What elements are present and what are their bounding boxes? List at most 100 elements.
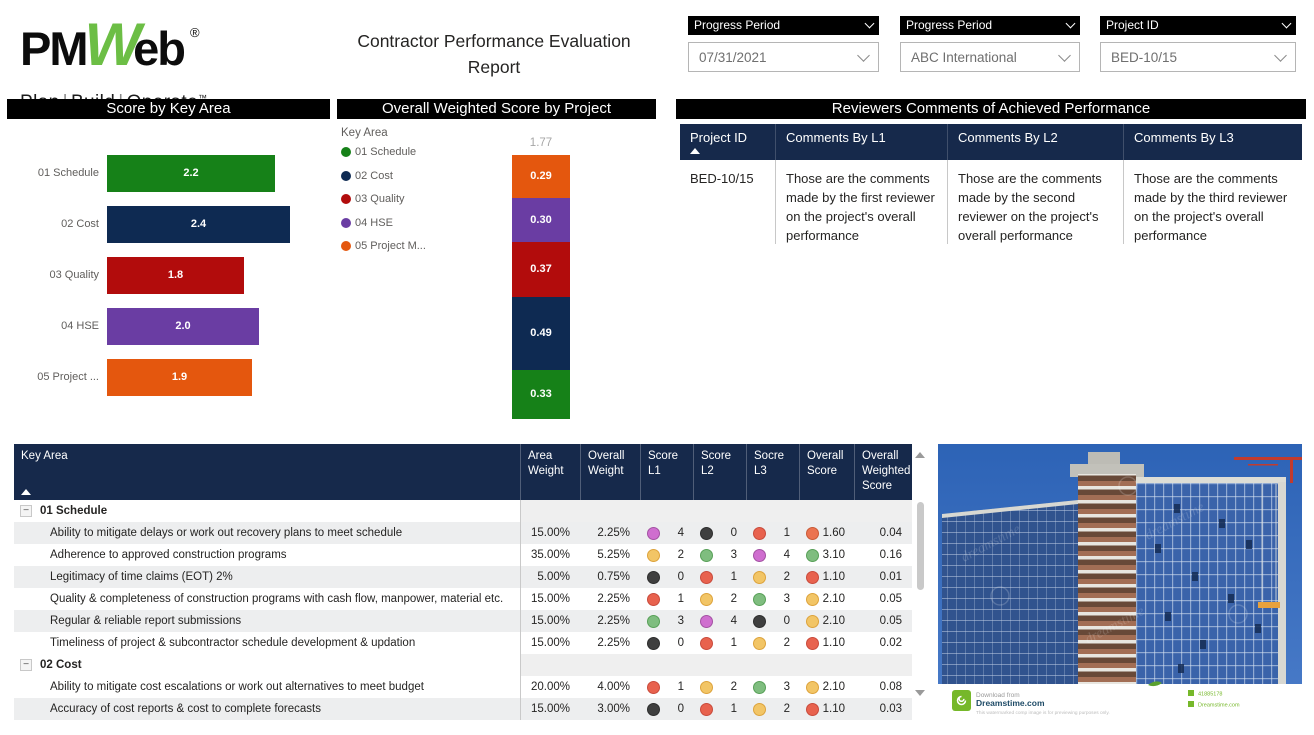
- overall-weighted-score-cell: 0.04: [879, 527, 902, 539]
- score-dot-red: [806, 636, 819, 650]
- score-value: 2: [677, 549, 684, 561]
- score-dot-purple: [753, 548, 766, 562]
- score-value: 2.10: [822, 615, 845, 627]
- bar-category-label: 05 Project ...: [37, 371, 99, 383]
- legend-title: Key Area: [341, 127, 388, 139]
- slicer-contractor-dropdown[interactable]: ABC International: [900, 42, 1080, 72]
- matrix-column-header-overall-score[interactable]: Overall Score: [799, 444, 854, 500]
- legend-dot-icon: [341, 217, 351, 228]
- overall-score-cell: 2.10: [799, 610, 854, 632]
- score-l3-cell: 2: [746, 632, 799, 654]
- overall-score-cell: 2.10: [799, 676, 854, 698]
- slicer-progress-period-dropdown[interactable]: 07/31/2021: [688, 42, 879, 72]
- slicer-contractor-header[interactable]: Progress Period: [900, 16, 1080, 35]
- stacked-segment-02-cost[interactable]: 0.49: [512, 297, 570, 370]
- bar-02-cost[interactable]: 2.4: [107, 206, 290, 243]
- matrix-column-header-area-weight[interactable]: Area Weight: [520, 444, 580, 500]
- legend-item-1[interactable]: 01 Schedule: [341, 146, 416, 158]
- score-l3-cell: 1: [746, 522, 799, 544]
- score-dot-black: [647, 636, 660, 650]
- legend-item-2[interactable]: 02 Cost: [341, 170, 393, 182]
- scroll-down-icon[interactable]: [915, 690, 925, 696]
- score-l1-cell: 1: [640, 676, 693, 698]
- matrix-column-header-score-l2[interactable]: Score L2: [693, 444, 746, 500]
- bar-category-label: 04 HSE: [61, 320, 99, 332]
- bar-03-quality[interactable]: 1.8: [107, 257, 244, 294]
- score-l1-cell: 0: [640, 698, 693, 720]
- collapse-minus-icon[interactable]: −: [20, 659, 32, 671]
- matrix-column-header-overall-weighted-score[interactable]: Overall Weighted Score: [854, 444, 912, 500]
- bar-category-label: 03 Quality: [49, 269, 99, 281]
- slicer-project-id-header[interactable]: Project ID: [1100, 16, 1296, 35]
- scroll-up-icon[interactable]: [915, 452, 925, 458]
- slicer-label: Progress Period: [694, 18, 781, 32]
- matrix-column-header-socre-l3[interactable]: Socre L3: [746, 444, 799, 500]
- score-value: 2: [783, 703, 790, 715]
- score-dot-black: [647, 570, 660, 584]
- score-l2-cell: 1: [693, 698, 746, 720]
- score-value: 1.10: [822, 703, 845, 715]
- score-l2-cell: 1: [693, 632, 746, 654]
- score-dot-black: [647, 702, 660, 716]
- key-area-cell: Legitimacy of time claims (EOT) 2%: [50, 571, 233, 583]
- overall-weight-cell: 5.25%: [597, 549, 630, 561]
- score-l3-cell: 2: [746, 698, 799, 720]
- legend-item-5[interactable]: 05 Project M...: [341, 240, 426, 252]
- logo-text-eb: eb: [133, 22, 186, 75]
- area-weight-cell: 15.00%: [520, 522, 580, 544]
- slicer-value: 07/31/2021: [699, 49, 767, 65]
- matrix-column-header-key-area[interactable]: Key Area: [14, 444, 520, 500]
- legend-label: 01 Schedule: [355, 146, 417, 158]
- slicer-value: BED-10/15: [1111, 49, 1178, 65]
- stacked-segment-01-schedule[interactable]: 0.33: [512, 370, 570, 419]
- score-l3-cell: 0: [746, 610, 799, 632]
- legend-item-4[interactable]: 04 HSE: [341, 217, 393, 229]
- stacked-segment-05-project-m-[interactable]: 0.29: [512, 155, 570, 198]
- overall-weighted-score-cell: 0.02: [879, 637, 902, 649]
- overall-weight-cell: 2.25%: [597, 637, 630, 649]
- construction-site-photo: dreamstime dreamstime dreamstime Downloa…: [938, 444, 1302, 722]
- scrollbar-thumb[interactable]: [917, 502, 924, 590]
- collapse-minus-icon[interactable]: −: [20, 505, 32, 517]
- column-header-label: Comments By L3: [1134, 130, 1234, 145]
- slicer-progress-period-header[interactable]: Progress Period: [688, 16, 879, 35]
- overall-weight-cell: 4.00%: [597, 681, 630, 693]
- matrix-data-row: Quality & completeness of construction p…: [14, 588, 912, 610]
- column-header-comments-l1[interactable]: Comments By L1: [775, 124, 947, 160]
- score-l1-cell: 1: [640, 588, 693, 610]
- stacked-total-label: 1.77: [529, 137, 553, 149]
- overall-weight-cell: 2.25%: [597, 593, 630, 605]
- area-weight-cell: 15.00%: [520, 610, 580, 632]
- reviewers-table-row: BED-10/15 Those are the comments made by…: [680, 160, 1302, 244]
- bar-05-project-[interactable]: 1.9: [107, 359, 252, 396]
- stacked-segment-03-quality[interactable]: 0.37: [512, 242, 570, 297]
- slicer-label: Progress Period: [906, 18, 993, 32]
- score-l1-cell: 2: [640, 544, 693, 566]
- score-by-key-area-chart: 01 Schedule 2.2 02 Cost 2.4 03 Quality 1.8 04 …: [7, 119, 330, 440]
- sort-ascending-icon: [690, 148, 700, 154]
- overall-weighted-score-chart: Key Area 01 Schedule 02 Cost 03 Quality 04 H…: [337, 119, 656, 440]
- column-header-project-id[interactable]: Project ID: [680, 124, 775, 160]
- score-l1-cell: 0: [640, 632, 693, 654]
- score-dot-purple: [700, 614, 713, 628]
- matrix-column-header-score-l1[interactable]: Score L1: [640, 444, 693, 500]
- overall-weight-cell: 2.25%: [597, 615, 630, 627]
- matrix-column-header-overall-weight[interactable]: Overall Weight: [580, 444, 640, 500]
- score-value: 1: [783, 527, 790, 539]
- score-l2-cell: 2: [693, 676, 746, 698]
- slicer-project-id-dropdown[interactable]: BED-10/15: [1100, 42, 1296, 72]
- score-dot-yellow: [806, 680, 819, 694]
- legend-label: 04 HSE: [355, 216, 393, 229]
- area-weight-cell: 15.00%: [520, 632, 580, 654]
- column-header-comments-l2[interactable]: Comments By L2: [947, 124, 1123, 160]
- registered-mark: ®: [190, 25, 200, 40]
- bar-04-hse[interactable]: 2.0: [107, 308, 259, 345]
- column-header-comments-l3[interactable]: Comments By L3: [1123, 124, 1302, 160]
- chevron-down-icon: [1058, 48, 1071, 62]
- stacked-segment-04-hse[interactable]: 0.30: [512, 198, 570, 242]
- bar-01-schedule[interactable]: 2.2: [107, 155, 275, 192]
- score-value: 1.10: [822, 571, 845, 583]
- legend-item-3[interactable]: 03 Quality: [341, 193, 405, 205]
- matrix-data-row: Legitimacy of time claims (EOT) 2% 5.00% 0…: [14, 566, 912, 588]
